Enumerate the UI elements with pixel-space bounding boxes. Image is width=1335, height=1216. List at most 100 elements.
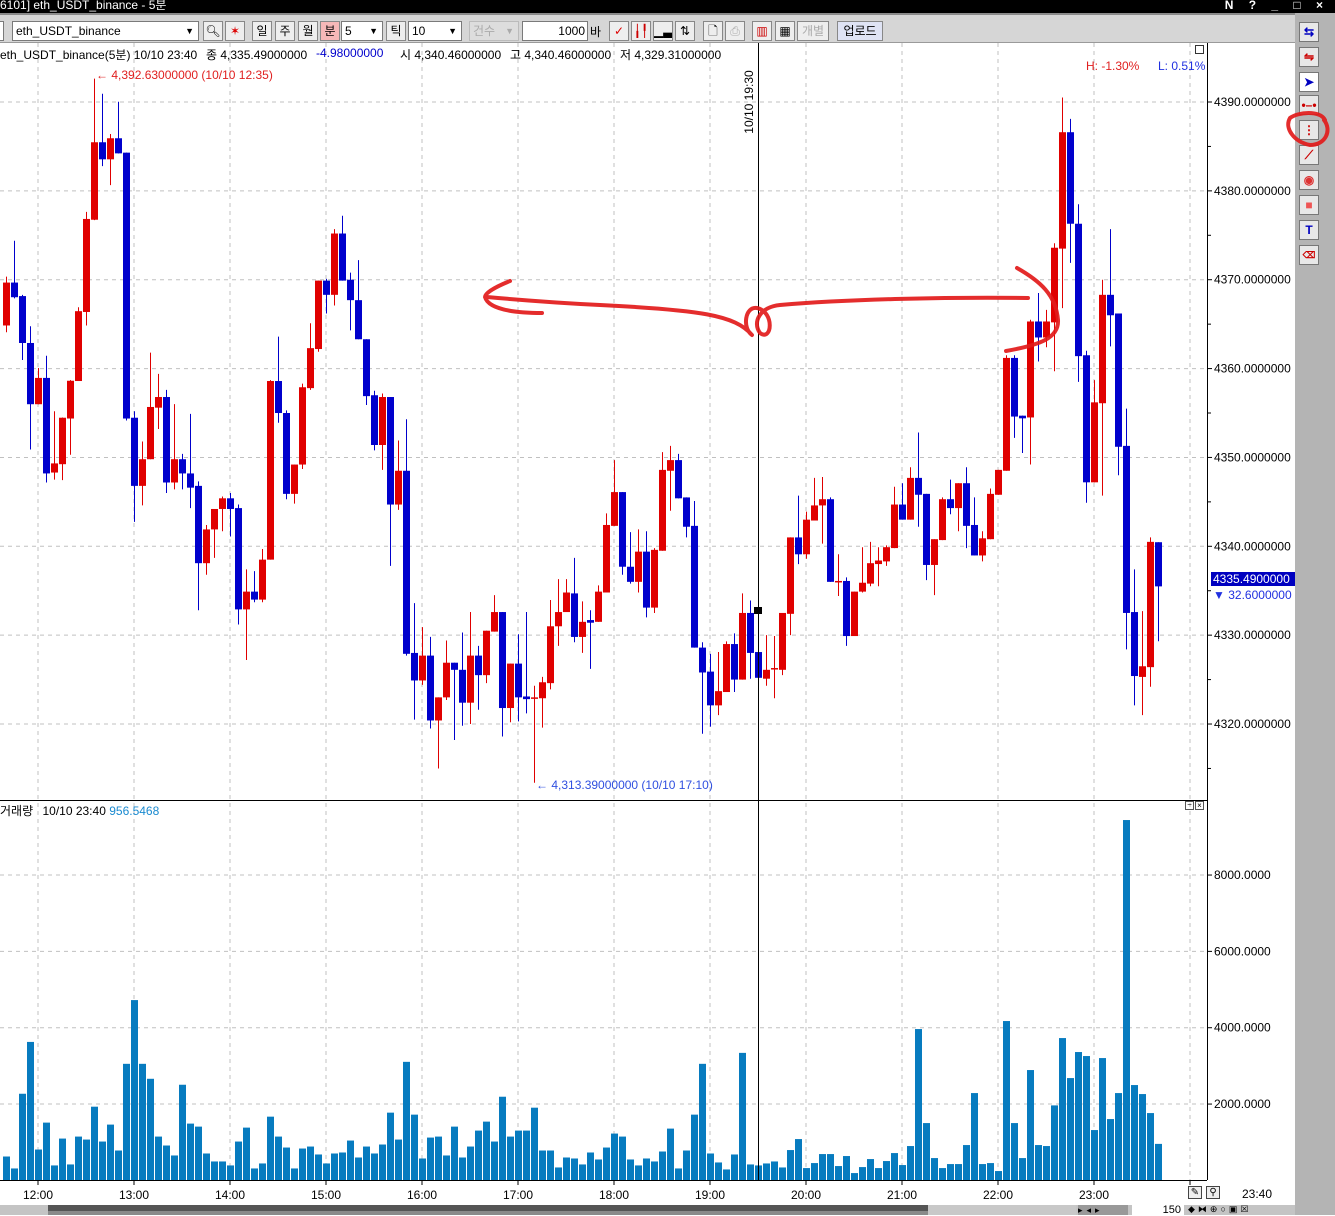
candle: [219, 496, 226, 532]
candle-body: [563, 592, 570, 613]
volume-bar: [243, 1127, 250, 1181]
chart-type-button[interactable]: ✓: [609, 21, 629, 41]
minute-select[interactable]: 5 ▼: [341, 21, 383, 41]
indicator-button[interactable]: ▥: [752, 21, 772, 41]
compare-icon: ⇋: [1303, 50, 1315, 64]
volume-bar: [547, 1150, 554, 1181]
close-pane-button[interactable]: ×: [1195, 801, 1204, 810]
period-minute-button[interactable]: 분: [320, 21, 340, 41]
symbol-period-time: eth_USDT_binance(5분) 10/10 23:40: [0, 48, 198, 62]
candle: [339, 215, 346, 281]
volume-bar: [1131, 1085, 1138, 1181]
tick-select[interactable]: 10 ▼: [408, 21, 462, 41]
candle: [779, 612, 786, 676]
volume-bar: [491, 1141, 498, 1181]
candle: [435, 697, 442, 769]
candle-body: [371, 395, 378, 445]
draw-button[interactable]: ✎: [1188, 1186, 1202, 1199]
candle-body: [27, 342, 34, 405]
candle-body: [963, 483, 970, 526]
count-mode-select[interactable]: 건수 ▼: [469, 21, 519, 41]
chart-canvas[interactable]: 4390.0000000 4380.0000000 4370.0000000 4360…: [0, 0, 1295, 1205]
scroll-left-button[interactable]: [0, 21, 4, 41]
volume-bar: [115, 1150, 122, 1181]
bar-chart-button[interactable]: ▁▃▅: [653, 21, 673, 41]
sort-button[interactable]: ⇅: [675, 21, 695, 41]
minimize-pane-button[interactable]: −: [1185, 801, 1194, 810]
candle: [963, 467, 970, 549]
scroll-overview: [48, 1205, 928, 1215]
upload-button[interactable]: 업로드: [837, 21, 883, 41]
volume-bar: [931, 1158, 938, 1181]
chart-scrollbar[interactable]: ▸◂▸ 150 ◆⧓⊕○▣☒: [0, 1204, 1295, 1216]
candle-body: [891, 504, 898, 549]
maximize-pane-button[interactable]: [1195, 45, 1204, 54]
individual-button[interactable]: 개별: [797, 21, 829, 41]
tool-circle[interactable]: ◉: [1299, 170, 1319, 190]
candle: [171, 404, 178, 490]
candle: [563, 579, 570, 613]
document-button[interactable]: 🗋: [703, 21, 723, 41]
candle-body: [99, 142, 106, 160]
candle-body: [739, 612, 746, 680]
tool-horizontal-line[interactable]: •–•: [1299, 95, 1319, 115]
period-tick-button[interactable]: 틱: [386, 21, 406, 41]
candle: [99, 93, 106, 167]
candle-body: [587, 620, 594, 623]
candle-button[interactable]: ╽╿: [631, 21, 651, 41]
volume-bar: [435, 1136, 442, 1181]
tool-erase-all[interactable]: ⌫: [1299, 245, 1319, 265]
visible-count-input[interactable]: 150: [1132, 1205, 1184, 1216]
tool-compare[interactable]: ⇋: [1299, 47, 1319, 67]
tool-vertical-line[interactable]: ⋮: [1299, 120, 1319, 140]
tool-refresh[interactable]: ⇆: [1299, 22, 1319, 42]
candle-body: [491, 612, 498, 632]
bar-count-input[interactable]: 1000: [522, 21, 588, 41]
volume-bar: [835, 1166, 842, 1181]
candle: [643, 531, 650, 618]
candle-body: [435, 697, 442, 721]
circle-icon: ◉: [1303, 173, 1315, 187]
volume-bar: [315, 1154, 322, 1181]
tool-text[interactable]: T: [1299, 220, 1319, 240]
search-button[interactable]: 🔍︎: [203, 21, 223, 41]
chevron-down-icon: ▼: [448, 26, 457, 36]
period-month-button[interactable]: 월: [298, 21, 318, 41]
print-button[interactable]: ⎙: [725, 21, 745, 41]
candle: [635, 529, 642, 593]
volume-bar: [155, 1136, 162, 1181]
volume-bar: [379, 1144, 386, 1181]
candle-body: [1099, 294, 1106, 404]
period-day-button[interactable]: 일: [252, 21, 272, 41]
scroll-nav-buttons[interactable]: ▸◂▸: [1078, 1205, 1128, 1215]
candle-body: [803, 519, 810, 555]
price-axis-label: 4350.0000000: [1214, 450, 1291, 464]
volume-title: 거래량: [0, 804, 34, 818]
window-controls[interactable]: N ? _ □ ×: [1224, 0, 1329, 12]
candle: [523, 612, 530, 714]
volume-bar: [219, 1161, 226, 1181]
candle: [747, 600, 754, 679]
candle-body: [11, 282, 18, 298]
tool-trend-line[interactable]: ⟋: [1299, 145, 1319, 165]
scroll-thumb[interactable]: [928, 1205, 1076, 1215]
candle-body: [91, 142, 98, 220]
volume-bar: [1075, 1052, 1082, 1181]
candle: [187, 413, 194, 509]
candle-body: [499, 612, 506, 709]
volume-bar: [67, 1164, 74, 1181]
volume-bar: [731, 1154, 738, 1181]
candle-body: [163, 397, 170, 483]
volume-bar: [803, 1168, 810, 1181]
candle-body: [723, 644, 730, 693]
tool-pointer[interactable]: ➤: [1299, 72, 1319, 92]
symbol-select[interactable]: eth_USDT_binance ▼: [12, 21, 199, 41]
zoom-button[interactable]: ⚲: [1206, 1186, 1220, 1199]
search-remove-button[interactable]: ✶: [225, 21, 245, 41]
period-week-button[interactable]: 주: [275, 21, 295, 41]
candle-body: [971, 524, 978, 556]
zoom-controls[interactable]: ◆⧓⊕○▣☒: [1188, 1204, 1252, 1214]
tool-rectangle[interactable]: ■: [1299, 195, 1319, 215]
table-button[interactable]: ▦: [775, 21, 795, 41]
chevron-down-icon: ▼: [369, 26, 378, 36]
